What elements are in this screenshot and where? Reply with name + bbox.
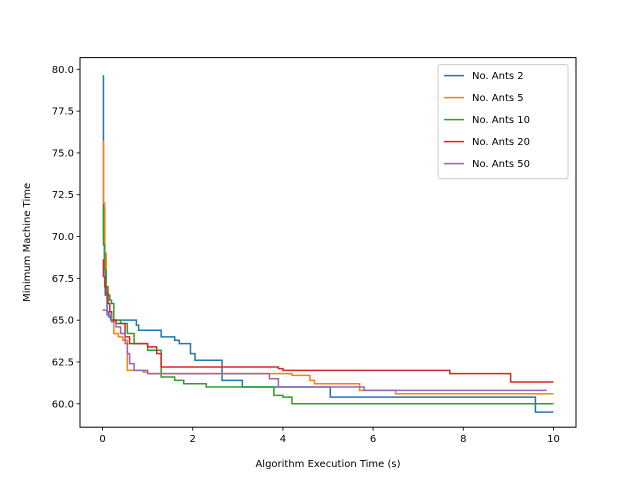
series-line-5 (102, 309, 547, 392)
series-line-1 (102, 75, 554, 413)
legend-label: No. Ants 20 (472, 137, 530, 148)
series-line-4 (102, 259, 554, 383)
x-tick-label: 8 (460, 434, 466, 445)
x-axis: 0 2 4 6 8 10 (99, 427, 560, 445)
y-tick-label: 60.0 (52, 399, 74, 410)
legend-label: No. Ants 10 (472, 115, 530, 126)
legend-label: No. Ants 50 (472, 159, 530, 170)
y-tick-label: 70.0 (52, 232, 74, 243)
legend-label: No. Ants 2 (472, 71, 524, 82)
y-tick-label: 65.0 (52, 316, 74, 327)
series-line-3 (102, 209, 554, 405)
y-tick-label: 62.5 (52, 357, 74, 368)
y-tick-label: 67.5 (52, 274, 74, 285)
y-tick-label: 80.0 (52, 65, 74, 76)
y-axis: 60.0 62.5 65.0 67.5 70.0 72.5 75.0 77.5 80.0 (52, 65, 80, 410)
plot-frame (79, 57, 577, 428)
y-axis-label: Minimum Machine Time (22, 183, 33, 302)
legend-label: No. Ants 5 (472, 93, 524, 104)
x-tick-label: 6 (370, 434, 376, 445)
x-tick-label: 2 (190, 434, 196, 445)
x-tick-label: 0 (99, 434, 105, 445)
legend: No. Ants 2 No. Ants 5 No. Ants 10 No. Ants … (437, 64, 569, 180)
y-tick-label: 77.5 (52, 107, 74, 118)
plot-lines (102, 75, 554, 413)
legend-box (437, 64, 569, 180)
x-axis-label: Algorithm Execution Time (s) (255, 459, 400, 470)
y-tick-label: 75.0 (52, 148, 74, 159)
y-tick-label: 72.5 (52, 190, 74, 201)
x-tick-label: 10 (547, 434, 560, 445)
x-tick-label: 4 (280, 434, 286, 445)
